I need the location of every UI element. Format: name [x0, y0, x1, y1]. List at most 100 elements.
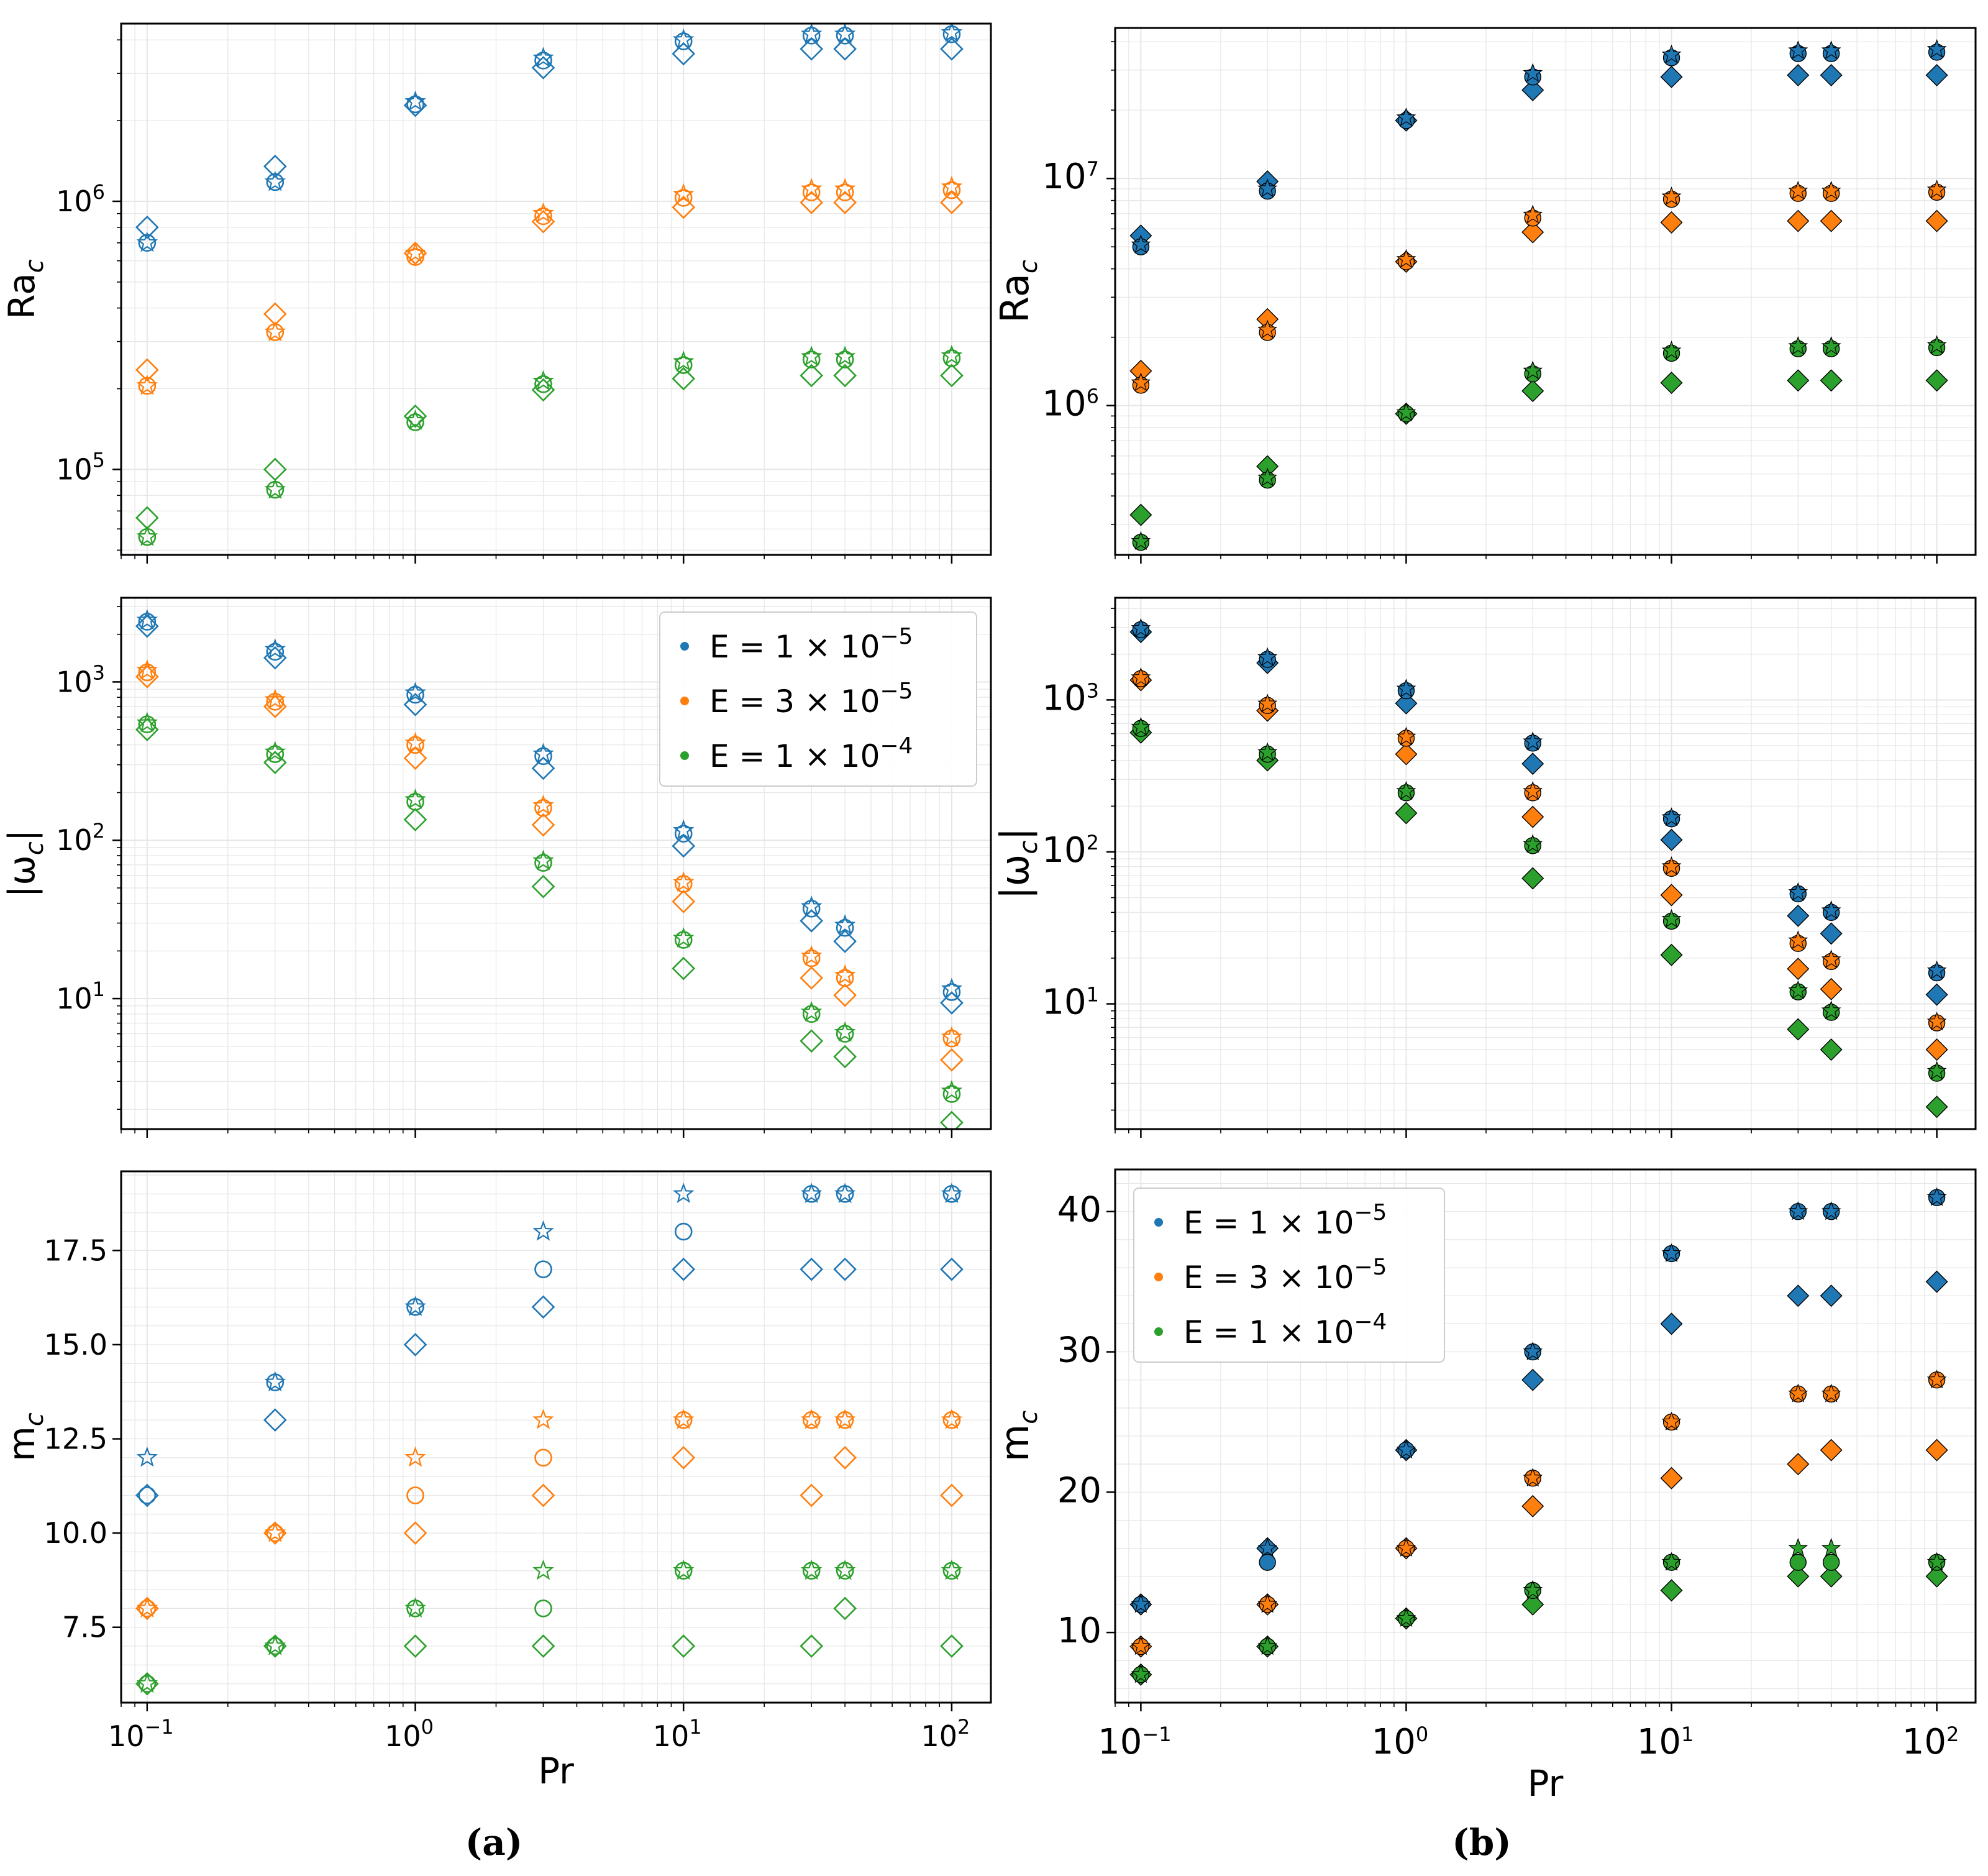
ytick-label-base: 10	[1042, 982, 1086, 1023]
ytick-label: 101	[1042, 982, 1099, 1023]
marker-diamond-E2	[1660, 884, 1683, 907]
marker-diamond-E3	[833, 1045, 857, 1069]
ytick-label-base: 10	[56, 452, 93, 486]
markers-b-top	[1129, 39, 1948, 551]
x-axis-label: Pr	[1528, 1762, 1564, 1805]
marker-circle-E3	[1789, 1553, 1807, 1571]
marker-diamond-E1	[1660, 65, 1683, 88]
ticks-b-bot	[1106, 1210, 1938, 1711]
marker-diamond-E1	[1820, 922, 1843, 945]
marker-diamond-E1	[1395, 692, 1418, 715]
marker-star-E2	[1661, 1411, 1682, 1430]
marker-star-E1	[1131, 1594, 1151, 1613]
marker-circle-E1	[266, 643, 285, 661]
marker-diamond-E1	[940, 1257, 964, 1281]
marker-star-E3	[532, 849, 554, 871]
marker-circle-E3	[534, 854, 552, 872]
marker-circle-E3	[266, 745, 285, 763]
ytick-label-base: 10	[56, 982, 93, 1015]
marker-circle-E2	[534, 1448, 552, 1467]
marker-circle-E2	[802, 183, 821, 201]
marker-circle-E3	[674, 931, 693, 949]
marker-star-E3	[1661, 1552, 1682, 1571]
y-axis-label-sub: c	[1015, 260, 1043, 273]
xtick-label-base: 10	[1372, 1722, 1416, 1762]
marker-star-E3	[532, 1559, 554, 1580]
marker-diamond-E3	[672, 1634, 696, 1658]
marker-diamond-E1	[1521, 1368, 1544, 1391]
marker-circle-E1	[942, 25, 961, 43]
marker-star-E1	[1788, 40, 1808, 60]
marker-star-E3	[1926, 1552, 1947, 1571]
marker-circle-E3	[802, 1005, 821, 1023]
x-axis-label: Pr	[538, 1750, 574, 1792]
marker-star-E2	[1523, 1468, 1543, 1487]
marker-star-E1	[404, 1296, 426, 1316]
ytick-label: 30	[1057, 1330, 1101, 1371]
marker-star-E1	[1396, 679, 1416, 698]
marker-circle-E1	[406, 685, 424, 704]
marker-star-E2	[1396, 726, 1416, 746]
grid-a-top	[121, 24, 991, 555]
marker-star-E3	[672, 350, 695, 371]
marker-star-E3	[264, 478, 286, 499]
marker-star-E3	[1257, 1636, 1278, 1655]
marker-star-E2	[941, 1409, 963, 1429]
marker-star-E2	[1788, 1383, 1808, 1402]
marker-star-E3	[404, 409, 426, 430]
marker-star-E2	[532, 202, 554, 223]
marker-star-E1	[800, 895, 823, 916]
ytick-label-exp: 2	[1087, 831, 1099, 854]
grid-b-mid	[1115, 598, 1976, 1129]
legend-dot-E1	[1154, 1218, 1163, 1227]
axes-frame-b-top	[1114, 27, 1977, 556]
y-axis-label-tail: |	[1, 830, 43, 842]
marker-diamond-E2	[531, 813, 555, 837]
marker-circle-E3	[406, 413, 424, 431]
ytick-label-base: 10	[56, 185, 93, 218]
ytick-label-exp: 6	[1087, 385, 1099, 408]
legend-label-text: E = 3 × 10	[1183, 1260, 1354, 1296]
marker-diamond-E3	[940, 1110, 964, 1129]
marker-star-E1	[1788, 1201, 1808, 1220]
marker-circle-E3	[942, 349, 961, 367]
marker-star-E1	[1926, 39, 1947, 58]
y-axis-label-sub: c	[21, 259, 49, 273]
legend-a-mid: E = 1 × 10−5E = 3 × 10−5E = 1 × 10−4	[659, 611, 977, 787]
marker-diamond-E3	[1395, 802, 1418, 825]
marker-star-E2	[1788, 930, 1808, 949]
marker-diamond-E3	[1820, 369, 1843, 392]
y-axis-label-main: m	[1, 1426, 43, 1462]
ytick-label: 7.5	[62, 1611, 107, 1644]
legend-box	[1133, 1187, 1445, 1363]
marker-star-E1	[532, 47, 554, 68]
xtick-label-base: 10	[1637, 1722, 1681, 1762]
marker-diamond-E1	[1787, 63, 1810, 86]
marker-star-E3	[136, 1672, 158, 1693]
marker-star-E2	[532, 1409, 554, 1429]
marker-star-E1	[672, 29, 695, 49]
marker-diamond-E2	[940, 191, 964, 214]
ytick-label: 101	[56, 977, 105, 1015]
marker-diamond-E3	[1521, 867, 1544, 890]
marker-diamond-E3	[940, 1634, 964, 1658]
marker-star-E1	[1257, 1537, 1278, 1557]
marker-circle-E3	[836, 1025, 854, 1043]
marker-diamond-E3	[531, 874, 555, 899]
marker-star-E3	[941, 344, 963, 365]
ytick-label: 107	[1042, 157, 1099, 197]
marker-circle-E2	[534, 798, 552, 817]
marker-star-E2	[1257, 1594, 1278, 1613]
marker-diamond-E3	[1660, 1579, 1683, 1602]
marker-diamond-E1	[940, 37, 964, 61]
marker-star-E1	[834, 914, 856, 935]
legend-label-exp: −5	[1354, 1255, 1387, 1280]
marker-star-E2	[1523, 780, 1543, 800]
marker-star-E3	[1926, 335, 1947, 354]
ticks-a-mid	[112, 606, 953, 1138]
xtick-label-exp: 2	[1946, 1723, 1959, 1746]
xtick-label-base: 10	[1902, 1722, 1946, 1762]
xtick-label-base: 10	[653, 1719, 690, 1753]
marker-star-E2	[136, 374, 158, 395]
